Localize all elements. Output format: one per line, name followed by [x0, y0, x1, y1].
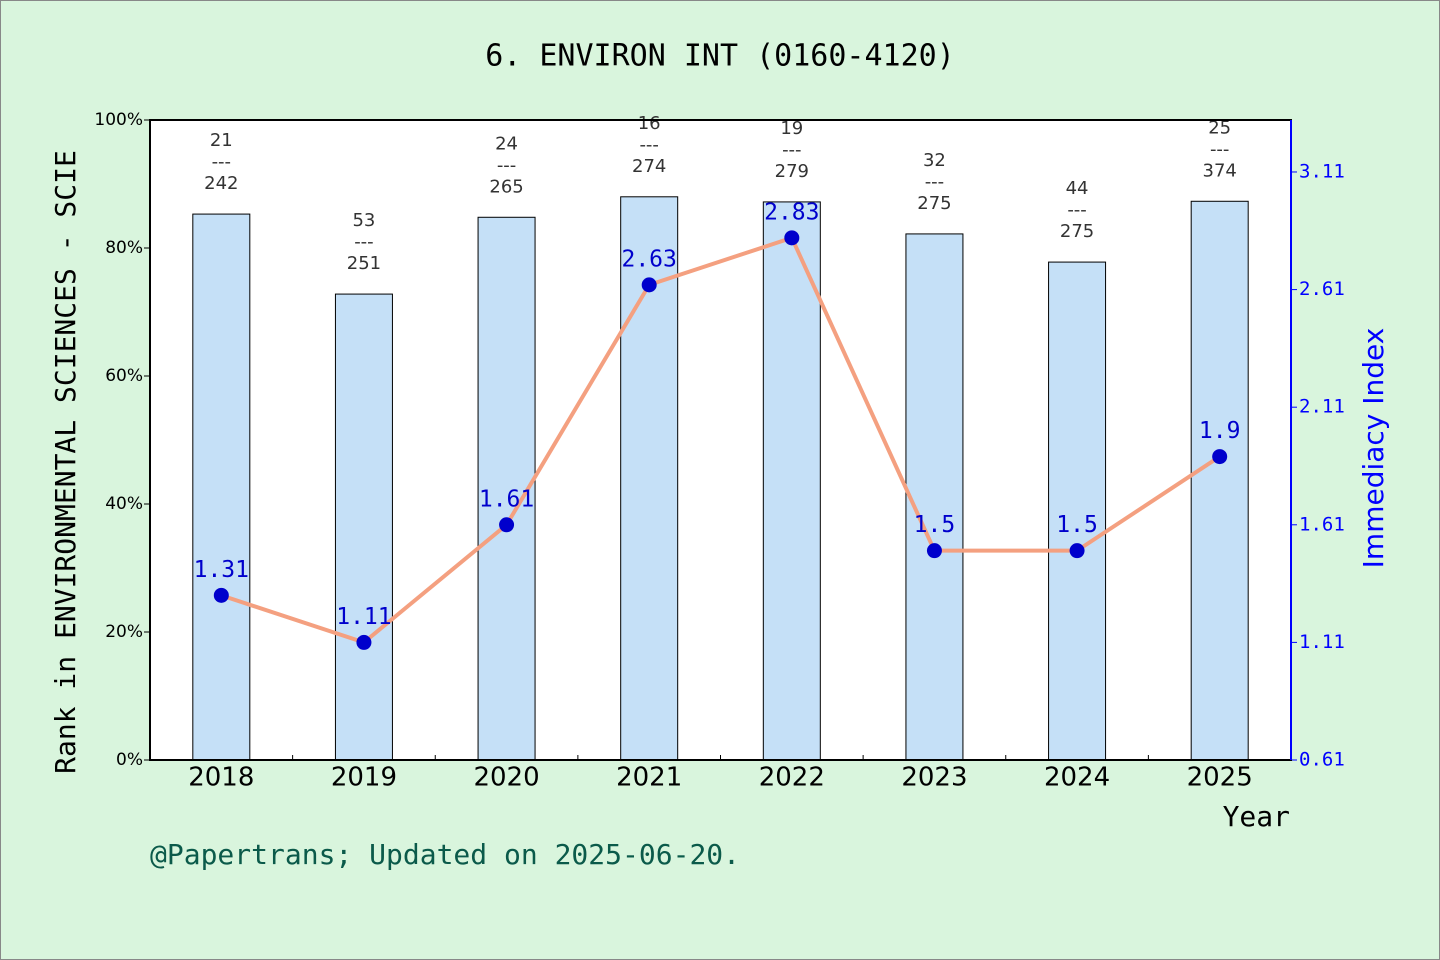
bar-label: 274 [632, 156, 666, 177]
point-label: 2.63 [621, 246, 676, 272]
bar-label: 279 [775, 161, 809, 182]
point [641, 277, 657, 293]
bar-label: --- [497, 155, 517, 176]
y2-tick-label: 2.11 [1299, 396, 1345, 418]
point-label: 1.5 [914, 512, 956, 538]
bar [762, 201, 821, 761]
point [926, 543, 942, 559]
x-tick-label: 2025 [1187, 763, 1253, 793]
bar-label: 275 [917, 193, 951, 214]
bar-label: 24 [495, 133, 518, 154]
x-tick-label: 2023 [901, 763, 967, 793]
chart-title: 6. ENVIRON INT (0160-4120) [485, 39, 955, 74]
x-tick-label: 2024 [1044, 763, 1110, 793]
y-axis-label: Rank in ENVIRONMENTAL SCIENCES - SCIE [49, 150, 82, 774]
x-tick-label: 2022 [759, 763, 825, 793]
bar-label: 53 [352, 210, 375, 231]
x-axis-label: Year [1223, 800, 1290, 833]
point-label: 2.83 [764, 199, 819, 225]
point-label: 1.11 [336, 604, 391, 630]
bar-label: 44 [1066, 178, 1089, 199]
bar-label: 242 [204, 173, 238, 194]
point-label: 1.61 [479, 486, 534, 512]
bar-label: 16 [638, 113, 661, 134]
point [499, 517, 515, 533]
bar-label: 25 [1208, 117, 1231, 138]
y-tick-label: 20% [105, 622, 143, 642]
bar-label: 265 [489, 176, 523, 197]
point [1212, 449, 1228, 465]
point-label: 1.31 [194, 557, 249, 583]
bar-label: 21 [210, 130, 233, 151]
bar-label: --- [354, 232, 374, 253]
point [356, 634, 372, 650]
point [784, 230, 800, 246]
x-tick-label: 2019 [331, 763, 397, 793]
bar-label: 19 [780, 118, 803, 139]
bar [1190, 200, 1249, 761]
bar-label: --- [639, 134, 659, 155]
bar-label: --- [1067, 200, 1087, 221]
bar-label: --- [925, 171, 945, 192]
y2-tick-label: 1.61 [1299, 513, 1345, 535]
plot-area [150, 120, 1291, 760]
y2-axis-label: Immediacy Index [1357, 328, 1390, 569]
bar-label: --- [782, 139, 802, 160]
footer: @Papertrans; Updated on 2025-06-20. [150, 838, 740, 871]
bar-label: 275 [1060, 221, 1094, 242]
y-tick-label: 80% [105, 238, 143, 258]
y2-tick-label: 0.61 [1299, 749, 1345, 771]
bar-label: 374 [1203, 160, 1237, 181]
x-tick-label: 2018 [188, 763, 254, 793]
bar-label: 32 [923, 150, 946, 171]
y2-tick-label: 1.11 [1299, 631, 1345, 653]
y2-tick-label: 2.61 [1299, 278, 1345, 300]
bar [1048, 261, 1107, 761]
y-tick-label: 40% [105, 494, 143, 514]
point [213, 587, 229, 603]
y-tick-label: 0% [116, 750, 143, 770]
bar [905, 233, 964, 761]
y-tick-label: 60% [105, 366, 143, 386]
x-tick-label: 2021 [616, 763, 682, 793]
bar-label: --- [212, 152, 232, 173]
y2-tick-label: 3.11 [1299, 160, 1345, 182]
bar [192, 213, 251, 761]
x-tick-label: 2020 [473, 763, 539, 793]
point [1069, 543, 1085, 559]
point-label: 1.5 [1056, 512, 1098, 538]
y-tick-label: 100% [94, 110, 143, 130]
bar [334, 293, 393, 761]
line [220, 235, 1221, 645]
bar-label: --- [1210, 139, 1230, 160]
point-label: 1.9 [1199, 418, 1241, 444]
bar [477, 216, 536, 761]
bar-label: 251 [347, 253, 381, 274]
